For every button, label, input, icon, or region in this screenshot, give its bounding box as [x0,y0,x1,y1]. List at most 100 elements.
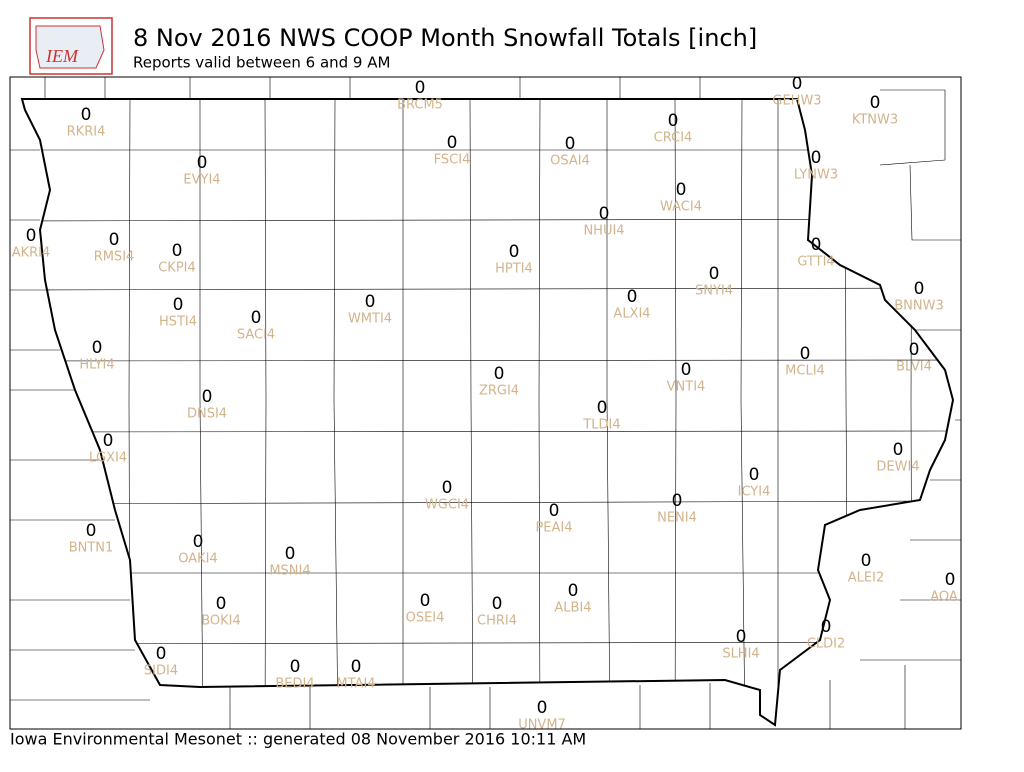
county-line [22,430,953,433]
station-value: 0 [285,544,296,564]
station-value: 0 [81,105,92,125]
station-id: HLYI4 [79,358,114,373]
station-value: 0 [565,134,576,154]
station-value: 0 [447,133,458,153]
station-id: KTNW3 [852,113,898,128]
station-value: 0 [216,594,227,614]
county-line [674,99,677,725]
station-value: 0 [676,180,687,200]
station-value: 0 [800,344,811,364]
county-line [22,641,953,645]
station-id: OSEI4 [406,611,445,626]
station-value: 0 [193,532,204,552]
station-value: 0 [92,338,103,358]
station-id: TLDI4 [582,418,620,433]
station-value: 0 [537,698,548,718]
station-value: 0 [365,292,376,312]
station-value: 0 [442,478,453,498]
station-id: OSAI4 [550,154,590,169]
station-value: 0 [821,617,832,637]
station-value: 0 [415,78,426,98]
station-id: EVYI4 [183,173,220,188]
station-value: 0 [597,398,608,418]
station-value: 0 [26,226,37,246]
station-id: CRCI4 [654,131,693,146]
neighbor-boundaries [10,77,961,729]
county-line [333,99,339,725]
county-line [910,99,913,725]
county-line [469,99,474,725]
station-id: HPTI4 [495,262,533,277]
station-id: BNTN1 [69,541,114,556]
station-value: 0 [893,440,904,460]
logo: IEM [29,17,113,75]
county-lines [22,99,953,725]
station-id: WACI4 [660,200,702,215]
station-id: FSCI4 [434,153,471,168]
station-id: BLVI4 [896,360,932,375]
station-id: VNTI4 [667,380,706,395]
station-value: 0 [945,570,956,590]
station-value: 0 [811,148,822,168]
station-id: CKPI4 [158,261,196,276]
station-id: BEDI4 [275,677,314,692]
station-value: 0 [86,521,97,541]
station-value: 0 [599,204,610,224]
footer: Iowa Environmental Mesonet :: generated … [10,730,586,749]
county-line [22,218,953,222]
map-title: 8 Nov 2016 NWS COOP Month Snowfall Total… [133,24,757,52]
station-value: 0 [103,431,114,451]
station-id: MTAI4 [336,677,375,692]
station-id: RMSI4 [94,250,135,265]
station-id: DEWI4 [876,460,919,475]
county-line [22,500,953,505]
station-value: 0 [494,364,505,384]
station-value: 0 [749,465,760,485]
station-id: MCLI4 [785,364,825,379]
iowa-border [21,98,954,726]
station-id: MSNI4 [269,564,310,579]
county-line [844,99,849,725]
station-value: 0 [909,340,920,360]
station-value: 0 [156,644,167,664]
station-id: LGXI4 [89,451,127,466]
station-id: CHRI4 [477,614,517,629]
county-line [264,99,267,725]
station-id: NENI4 [657,511,697,526]
station-id: WGCI4 [425,498,469,513]
station-id: ALXI4 [613,307,650,322]
station-value: 0 [672,491,683,511]
station-id: DNSI4 [187,407,227,422]
station-id: OAKI4 [178,552,218,567]
station-value: 0 [251,308,262,328]
station-value: 0 [709,264,720,284]
station-id: ALEI2 [848,571,884,586]
station-id: UNVM7 [518,718,566,733]
logo-text: IEM [45,46,79,66]
station-value: 0 [668,111,679,131]
station-value: 0 [351,657,362,677]
station-value: 0 [290,657,301,677]
station-value: 0 [568,581,579,601]
map-subtitle: Reports valid between 6 and 9 AM [133,54,390,72]
station-value: 0 [792,74,803,94]
county-line [740,99,746,725]
county-line [22,287,953,291]
station-value: 0 [173,295,184,315]
station-id: SNYI4 [695,284,733,299]
station-id: BNNW3 [894,299,944,314]
station-value: 0 [509,242,520,262]
station-id: AKRI4 [12,246,51,261]
station-id: RKRI4 [67,125,106,140]
station-id: NHUI4 [583,224,624,239]
station-id: GTTI4 [797,255,834,270]
station-id: BRCM5 [397,98,443,113]
station-id: PEAI4 [535,521,572,536]
station-value: 0 [870,93,881,113]
county-line [606,99,611,725]
station-value: 0 [736,627,747,647]
station-id: SLHI4 [722,647,759,662]
